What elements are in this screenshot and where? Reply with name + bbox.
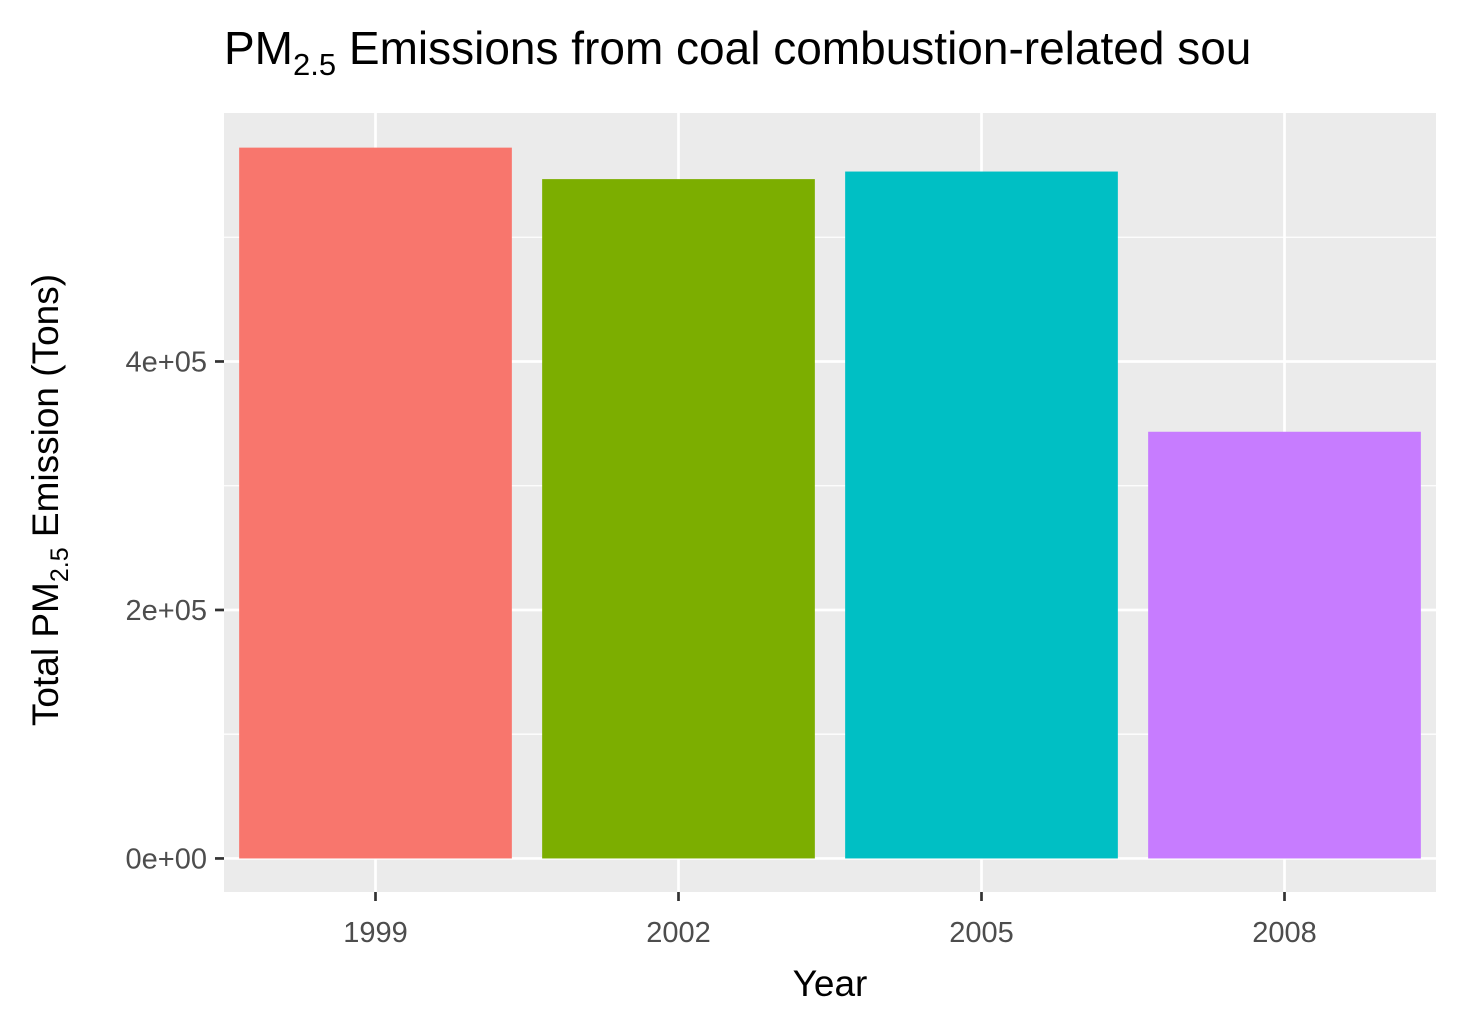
chart-title: PM2.5 Emissions from coal combustion-rel…	[224, 22, 1251, 82]
x-tick-label: 2005	[949, 917, 1014, 949]
x-axis: 1999 2002 2005 2008	[343, 892, 1317, 949]
y-tick-label: 2e+05	[126, 595, 207, 627]
y-tick-label: 0e+00	[126, 843, 207, 875]
bar-2008	[1148, 431, 1421, 859]
x-tick-label: 2008	[1252, 917, 1317, 949]
bar-2002	[542, 179, 815, 859]
bar-1999	[239, 147, 512, 859]
bar-2005	[845, 171, 1118, 859]
bars	[239, 147, 1421, 859]
x-tick-label: 1999	[343, 917, 408, 949]
y-tick-label: 4e+05	[126, 346, 207, 378]
x-tick-label: 2002	[646, 917, 711, 949]
y-axis-title: Total PM2.5 Emission (Tons)	[25, 274, 74, 726]
y-axis: 0e+00 2e+05 4e+05	[126, 346, 224, 875]
x-axis-title: Year	[793, 963, 868, 1004]
